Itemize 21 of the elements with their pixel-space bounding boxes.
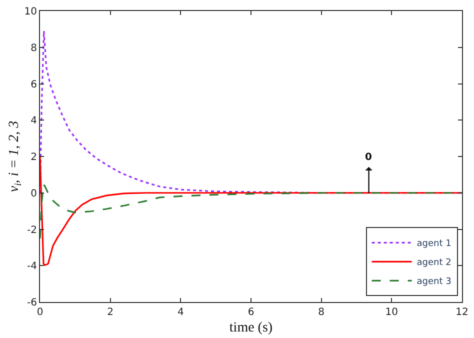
y-tick-label: 0 (30, 188, 37, 200)
line-series (40, 184, 462, 240)
legend-label: agent 1 (416, 239, 452, 250)
x-tick-label: 4 (177, 307, 184, 318)
x-tick-label: 10 (385, 307, 398, 318)
x-tick-label: 6 (248, 307, 254, 318)
legend-label: agent 3 (416, 277, 452, 288)
y-tick-label: 8 (30, 42, 37, 54)
x-tick-label: 8 (318, 307, 325, 318)
y-tick-label: -4 (27, 261, 37, 272)
legend-label: agent 2 (416, 258, 452, 268)
y-tick-label: 4 (30, 116, 37, 127)
y-tick-label: 2 (30, 152, 37, 163)
y-tick-label: -6 (27, 298, 37, 308)
x-axis-title: time (s) (229, 320, 273, 336)
y-tick-label: 6 (30, 79, 37, 90)
y-tick-label: -2 (27, 224, 37, 236)
x-tick-label: 12 (456, 307, 468, 318)
x-tick-label: 2 (107, 307, 114, 318)
annotation: 0 (365, 152, 372, 163)
y-tick-label: 10 (24, 6, 37, 18)
